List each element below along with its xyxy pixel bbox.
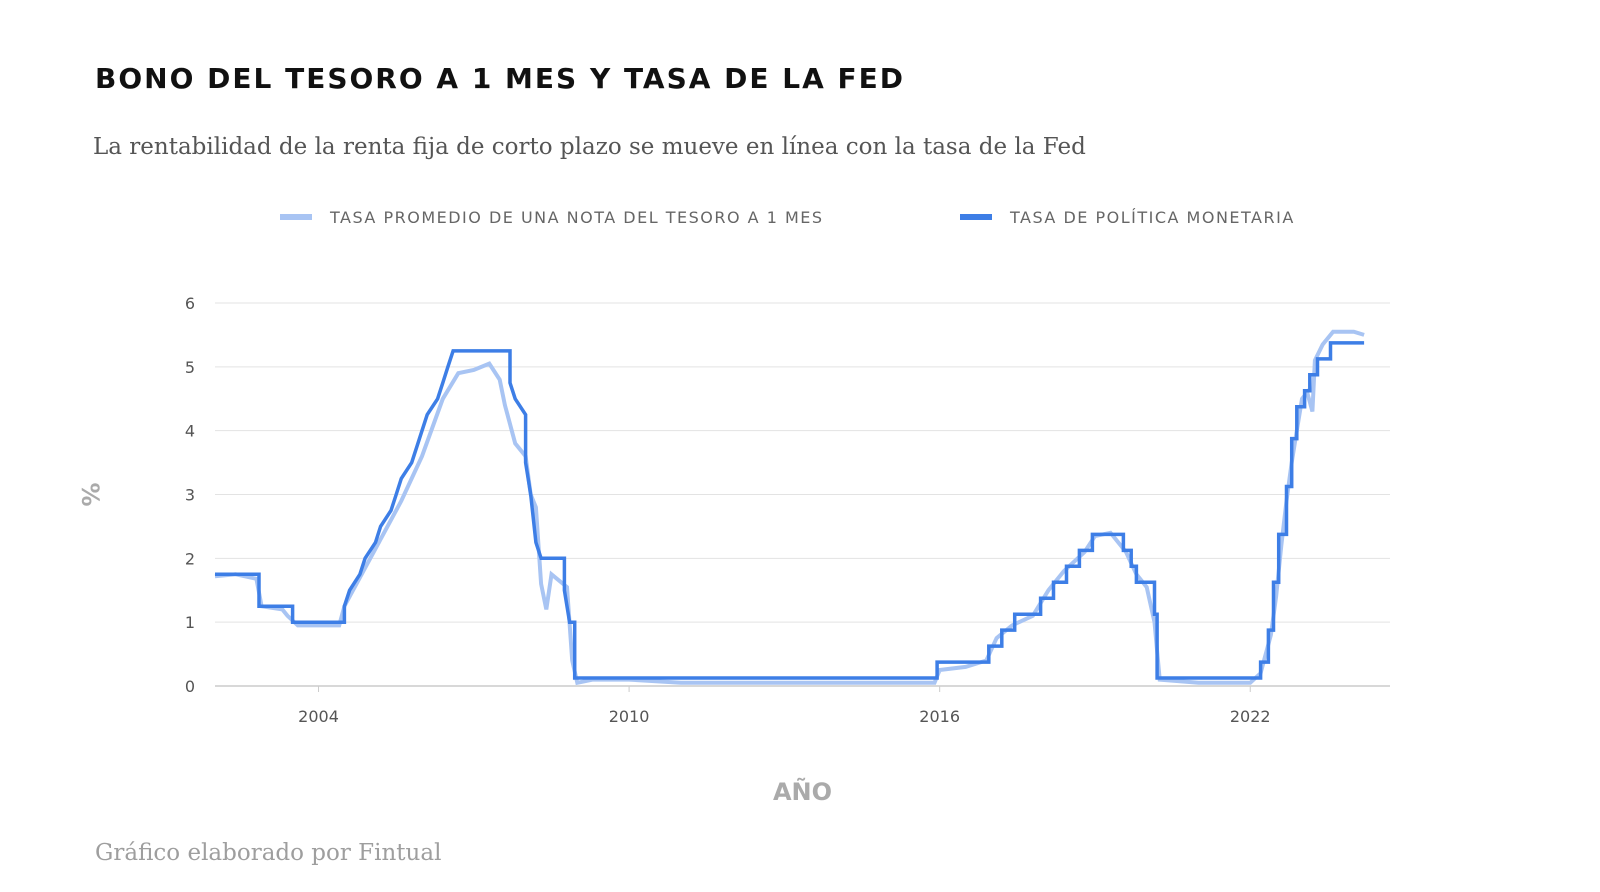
x-tick-label-2004: 2004 [298,707,339,726]
legend-item-fed-rate: TASA DE POLÍTICA MONETARIA [960,205,1295,229]
legend-item-treasury: TASA PROMEDIO DE UNA NOTA DEL TESORO A 1… [280,205,824,229]
y-tick-label-1: 1 [185,613,195,632]
y-axis-title: % [76,482,104,506]
legend-swatch-treasury [280,214,312,220]
y-tick-label-3: 3 [185,486,195,505]
legend-swatch-fed-rate [960,214,992,220]
y-tick-label-0: 0 [185,677,195,696]
chart-title: BONO DEL TESORO A 1 MES Y TASA DE LA FED [95,62,906,95]
fed-rate-line [215,341,1365,680]
treasury-1m-line [214,329,1365,686]
chart-subtitle: La rentabilidad de la renta fija de cort… [93,134,1086,160]
x-tick-label-2022: 2022 [1230,707,1271,726]
legend-label-fed-rate: TASA DE POLÍTICA MONETARIA [1010,207,1295,227]
x-axis-title: AÑO [773,777,832,806]
legend-label-treasury: TASA PROMEDIO DE UNA NOTA DEL TESORO A 1… [330,207,824,227]
x-tick-label-2016: 2016 [919,707,960,726]
y-tick-label-2: 2 [185,549,195,568]
y-tick-label-5: 5 [185,358,195,377]
y-tick-label-4: 4 [185,422,195,441]
x-tick-label-2010: 2010 [609,707,650,726]
chart-credit: Gráfico elaborado por Fintual [95,840,442,866]
y-tick-label-6: 6 [185,294,195,313]
